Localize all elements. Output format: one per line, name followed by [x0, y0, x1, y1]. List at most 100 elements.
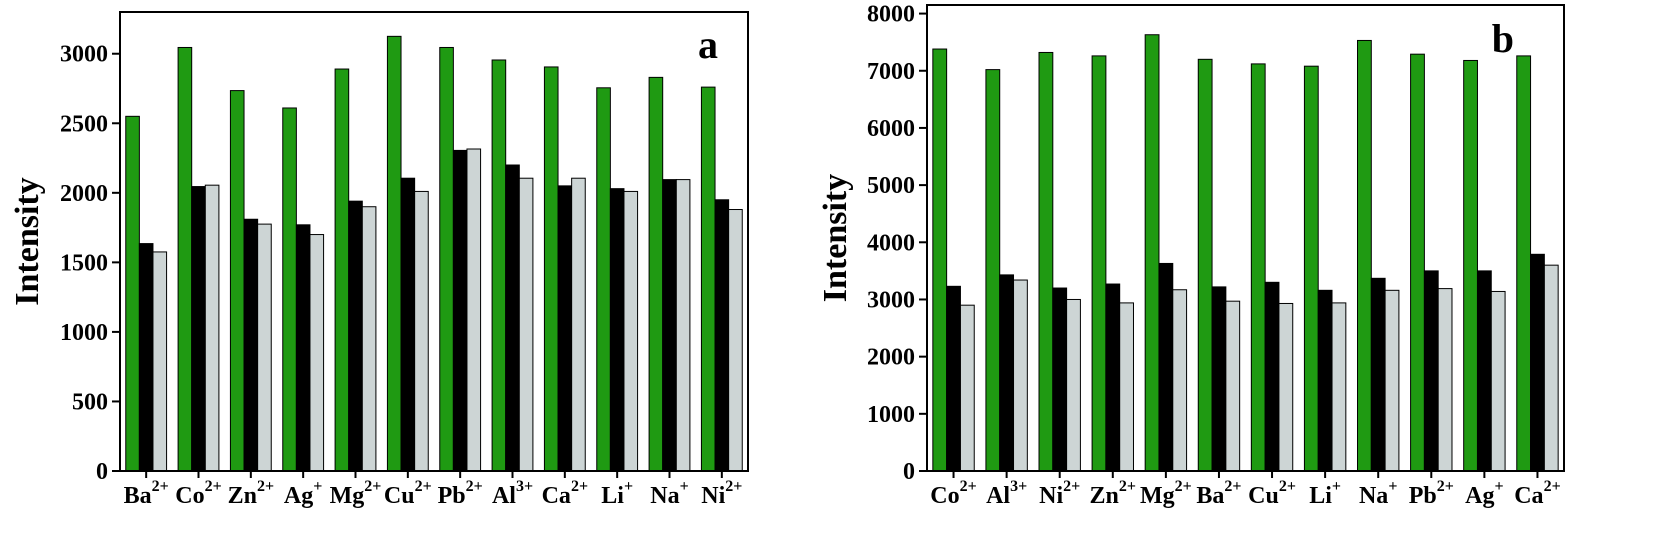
- bar-pb-series-2: [452, 149, 468, 472]
- y-tick-label: 0: [903, 459, 915, 485]
- x-tick-label-na: Na+: [650, 478, 688, 509]
- y-tick-label: 1000: [867, 402, 915, 428]
- x-tick-label-li: Li+: [1309, 478, 1341, 509]
- bar-co-series-3: [204, 184, 220, 472]
- bar-cu-series-2: [1264, 281, 1280, 472]
- bar-ag-series-1: [1463, 59, 1478, 472]
- bar-ag-series-2: [295, 224, 311, 472]
- chart-panel-b: 0 1000 2000 3000 4000 5000 6000 7000 8000 Co2+ Al3…: [817, 2, 1565, 509]
- bar-ca-series-2: [557, 185, 573, 472]
- x-tick-label-ba: Ba2+: [124, 478, 169, 509]
- bar-cu-series-1: [1250, 63, 1266, 472]
- bar-cu-series-1: [386, 35, 402, 472]
- bar-ag-series-2: [1476, 270, 1492, 472]
- x-tick-label-ag: Ag+: [1465, 478, 1503, 509]
- bar-ag-series-1: [282, 107, 297, 472]
- x-tick-label-cu: Cu2+: [1248, 478, 1296, 509]
- bar-al-series-1: [985, 69, 1001, 472]
- x-tick-label-ca: Ca2+: [542, 478, 588, 509]
- x-tick-label-co: Co2+: [930, 478, 976, 509]
- bar-ba-series-3: [1225, 300, 1241, 472]
- bar-ba-series-1: [125, 115, 140, 472]
- y-tick-label: 4000: [867, 230, 915, 256]
- plot-frame: [119, 11, 749, 472]
- x-tick-label-zn: Zn2+: [228, 478, 274, 509]
- bar-al-series-2: [505, 164, 520, 472]
- bar-ca-series-2: [1530, 253, 1545, 472]
- bar-pb-series-1: [1410, 53, 1425, 472]
- bar-pb-series-3: [466, 148, 482, 472]
- bar-li-series-1: [596, 87, 611, 472]
- bar-zn-series-1: [1091, 55, 1107, 472]
- x-tick-label-pb: Pb2+: [1409, 478, 1454, 509]
- bar-co-series-2: [946, 285, 961, 472]
- bar-na-series-3: [1384, 289, 1400, 472]
- bar-zn-series-2: [1105, 283, 1121, 472]
- bar-mg-series-2: [348, 200, 363, 472]
- y-tick-label: 8000: [867, 2, 915, 28]
- bar-na-series-3: [675, 179, 691, 472]
- bar-mg-series-2: [1158, 262, 1174, 472]
- bar-mg-series-3: [1172, 289, 1188, 472]
- x-tick-label-ag: Ag+: [284, 478, 322, 509]
- x-tick-label-co: Co2+: [175, 478, 221, 509]
- x-tick-label-zn: Zn2+: [1090, 478, 1136, 509]
- y-tick-label: 3000: [867, 287, 915, 313]
- bar-ba-series-3: [152, 251, 168, 472]
- bar-na-series-2: [662, 179, 677, 472]
- y-tick-label: 1000: [60, 320, 108, 346]
- x-tick-label-ca: Ca2+: [1514, 478, 1560, 509]
- bar-na-series-1: [648, 76, 664, 472]
- y-tick-label: 500: [72, 389, 108, 415]
- bar-ag-series-3: [1490, 290, 1506, 472]
- bar-al-series-2: [999, 274, 1015, 472]
- x-tick-label-cu: Cu2+: [384, 478, 432, 509]
- bar-pb-series-1: [439, 46, 454, 472]
- x-tick-label-mg: Mg2+: [1140, 478, 1192, 509]
- bar-ag-series-3: [309, 234, 325, 472]
- bar-ni-series-3: [728, 209, 743, 472]
- bar-cu-series-2: [400, 177, 416, 472]
- bar-ca-series-1: [543, 66, 559, 472]
- bar-li-series-1: [1303, 65, 1319, 472]
- y-tick-label: 1500: [60, 250, 108, 276]
- panel-letter: b: [1492, 16, 1514, 61]
- bar-ni-series-2: [714, 199, 730, 472]
- x-tick-label-ba: Ba2+: [1196, 478, 1241, 509]
- x-tick-label-pb: Pb2+: [438, 478, 483, 509]
- bar-mg-series-1: [1144, 34, 1160, 472]
- bar-zn-series-2: [243, 218, 259, 472]
- x-tick-label-ni: Ni2+: [1039, 478, 1080, 509]
- bar-ni-series-2: [1052, 287, 1068, 472]
- chart-panel-a: 0 500 1000 1500 2000 2500 3000 Ba2+ Co2+ Zn2+ Ag+ M…: [9, 11, 749, 509]
- bar-li-series-2: [1317, 289, 1333, 472]
- bar-ca-series-1: [1516, 55, 1532, 472]
- bar-cu-series-3: [414, 190, 429, 472]
- bar-co-series-1: [177, 46, 193, 472]
- bar-ni-series-1: [700, 86, 716, 472]
- bar-ba-series-2: [138, 243, 154, 472]
- y-tick-label: 5000: [867, 173, 915, 199]
- bar-na-series-1: [1357, 39, 1372, 472]
- x-tick-label-al: Al3+: [492, 478, 533, 509]
- y-tick-label: 3000: [60, 42, 108, 68]
- bar-zn-series-3: [1119, 302, 1134, 472]
- y-tick-label: 6000: [867, 116, 915, 142]
- bar-al-series-1: [491, 59, 507, 472]
- x-tick-label-li: Li+: [601, 478, 633, 509]
- bar-li-series-3: [1331, 302, 1347, 472]
- bar-co-series-1: [932, 48, 948, 472]
- bar-co-series-2: [191, 186, 206, 472]
- bar-co-series-3: [959, 304, 975, 472]
- panel-letter: a: [698, 22, 718, 67]
- plot-frame: [926, 4, 1565, 472]
- y-tick-label: 2500: [60, 111, 108, 137]
- bar-zn-series-3: [257, 223, 272, 472]
- bar-al-series-3: [518, 177, 534, 472]
- bar-pb-series-2: [1423, 270, 1439, 472]
- bar-ba-series-2: [1211, 286, 1227, 472]
- y-tick-label: 0: [96, 459, 108, 485]
- y-tick-label: 2000: [60, 181, 108, 207]
- x-tick-label-mg: Mg2+: [330, 478, 382, 509]
